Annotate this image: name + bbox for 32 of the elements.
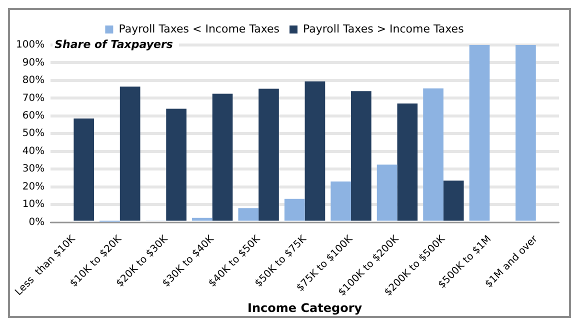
bar <box>376 164 398 221</box>
y-tick-label: 80% <box>22 75 45 86</box>
bar <box>74 118 94 221</box>
bar <box>238 208 259 221</box>
bar <box>351 91 372 221</box>
y-tick-label: 10% <box>22 199 45 210</box>
bar <box>423 88 444 221</box>
bar <box>397 103 418 221</box>
bar <box>330 181 352 221</box>
x-axis-title: Income Category <box>248 300 362 315</box>
bar <box>120 86 140 221</box>
bar <box>166 108 186 221</box>
bar <box>469 45 490 221</box>
bar <box>304 81 326 221</box>
y-tick-label: 0% <box>28 216 45 228</box>
bar <box>284 198 305 221</box>
bar <box>516 45 536 221</box>
legend-label: Payroll Taxes < Income Taxes <box>118 22 280 36</box>
y-tick-label: 90% <box>22 57 45 68</box>
y-tick-label: 40% <box>22 146 45 157</box>
y-axis-title: Share of Taxpayers <box>54 38 174 51</box>
legend-label: Payroll Taxes > Income Taxes <box>303 22 464 36</box>
bar <box>443 180 464 221</box>
bar <box>258 88 279 221</box>
y-tick-label: 20% <box>22 181 45 192</box>
bar <box>192 218 212 221</box>
y-tick-label: 50% <box>22 128 45 140</box>
y-tick-label: 70% <box>22 92 45 104</box>
y-tick-label: 30% <box>22 164 45 175</box>
bar <box>212 94 233 221</box>
y-tick-label: 100% <box>16 40 45 51</box>
y-tick-label: 60% <box>22 110 45 122</box>
